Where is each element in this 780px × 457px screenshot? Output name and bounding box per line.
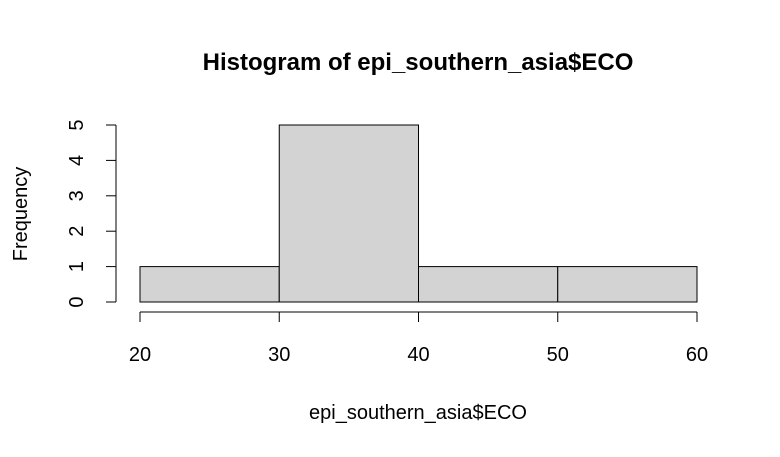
y-tick-label: 4 (66, 155, 88, 166)
y-tick-label: 1 (66, 261, 88, 272)
histogram-bar (418, 266, 559, 303)
x-tick-label: 30 (268, 344, 290, 366)
y-tick-label: 5 (66, 119, 88, 130)
y-axis-label: Frequency (10, 167, 32, 262)
x-axis-label: epi_southern_asia$ECO (309, 402, 527, 424)
x-tick-label: 60 (686, 344, 708, 366)
bars-layer (139, 124, 698, 303)
x-tick-label: 20 (129, 344, 151, 366)
x-axis: 20 30 40 50 60 (129, 311, 708, 366)
chart-title: Histogram of epi_southern_asia$ECO (203, 49, 634, 76)
histogram-bar (557, 266, 698, 303)
histogram-bar (278, 124, 419, 303)
x-tick-label: 50 (547, 344, 569, 366)
y-tick-label: 3 (66, 190, 88, 201)
y-axis: 0 1 2 3 4 5 (66, 119, 117, 308)
y-tick-label: 2 (66, 226, 88, 237)
y-tick-label: 0 (66, 296, 88, 307)
histogram-bar (139, 266, 280, 303)
x-tick-label: 40 (407, 344, 429, 366)
